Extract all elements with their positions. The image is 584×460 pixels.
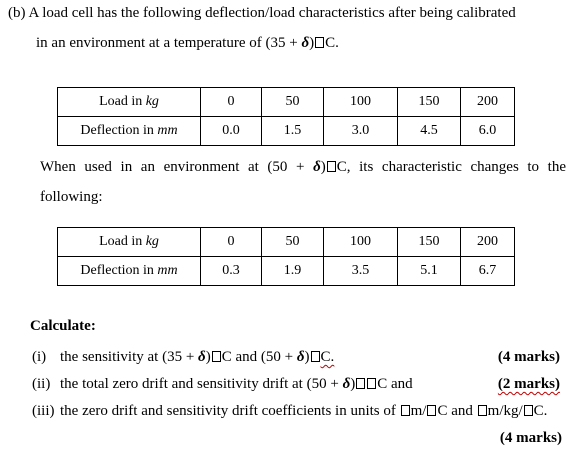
table-cell: 200 bbox=[460, 227, 515, 257]
question-number: (ii) bbox=[32, 376, 51, 392]
table-cell: 3.5 bbox=[323, 256, 398, 286]
calibration-table-50: Load in kg 0 50 100 150 200 Deflection i… bbox=[57, 227, 515, 286]
load-header: Load in kg bbox=[57, 87, 201, 117]
calculate-heading: Calculate: bbox=[30, 318, 96, 334]
intro-line-1: (b) A load cell has the following deflec… bbox=[8, 4, 516, 22]
table-cell: 5.1 bbox=[397, 256, 461, 286]
missing-glyph-icon bbox=[477, 405, 487, 416]
deflection-header: Deflection in mm bbox=[57, 116, 201, 146]
table-row-load: Load in kg 0 50 100 150 200 bbox=[57, 227, 515, 257]
table-cell: 1.5 bbox=[261, 116, 324, 146]
table-cell: 4.5 bbox=[397, 116, 461, 146]
question-i: (i) the sensitivity at (35 + δ) C and (50… bbox=[32, 349, 560, 365]
table-cell: 200 bbox=[460, 87, 515, 117]
marks-label: (4 marks) bbox=[497, 349, 560, 365]
missing-glyph-icon bbox=[523, 405, 533, 416]
table-cell: 0.0 bbox=[200, 116, 262, 146]
table-cell: 50 bbox=[261, 87, 324, 117]
table-cell: 100 bbox=[323, 227, 398, 257]
load-header: Load in kg bbox=[57, 227, 201, 257]
table-row-deflection: Deflection in mm 0.3 1.9 3.5 5.1 6.7 bbox=[57, 256, 515, 286]
missing-glyph-icon bbox=[326, 161, 336, 172]
table-cell: 150 bbox=[397, 227, 461, 257]
table-cell: 6.7 bbox=[460, 256, 515, 286]
question-ii: (ii) the total zero drift and sensitivit… bbox=[32, 376, 560, 392]
part-label: (b) bbox=[8, 5, 26, 21]
table-cell: 1.9 bbox=[261, 256, 324, 286]
missing-glyph-icon bbox=[211, 351, 221, 362]
calibration-table-35: Load in kg 0 50 100 150 200 Deflection i… bbox=[57, 87, 515, 146]
table-cell: 0 bbox=[200, 227, 262, 257]
table-cell: 150 bbox=[397, 87, 461, 117]
table-cell: 3.0 bbox=[323, 116, 398, 146]
marks-label: (2 marks) bbox=[497, 376, 560, 392]
table-cell: 0.3 bbox=[200, 256, 262, 286]
missing-glyph-icon bbox=[400, 405, 410, 416]
condition-paragraph: When used in an environment at (50 + δ) C… bbox=[40, 159, 566, 205]
missing-glyph-icon bbox=[427, 405, 437, 416]
table-cell: 50 bbox=[261, 227, 324, 257]
table-row-deflection: Deflection in mm 0.0 1.5 3.0 4.5 6.0 bbox=[57, 116, 515, 146]
missing-glyph-icon bbox=[315, 37, 325, 48]
marks-label: (4 marks) bbox=[499, 430, 562, 446]
table-cell: 6.0 bbox=[460, 116, 515, 146]
intro-text: A load cell has the following deflection… bbox=[28, 5, 516, 21]
question-number: (iii) bbox=[32, 403, 55, 419]
missing-glyph-icon bbox=[310, 351, 320, 362]
missing-glyph-icon bbox=[356, 378, 366, 389]
question-number: (i) bbox=[32, 349, 47, 365]
table-row-load: Load in kg 0 50 100 150 200 bbox=[57, 87, 515, 117]
deflection-header: Deflection in mm bbox=[57, 256, 201, 286]
table-cell: 100 bbox=[323, 87, 398, 117]
missing-glyph-icon bbox=[367, 378, 377, 389]
question-iii: (iii) the zero drift and sensitivity dri… bbox=[32, 403, 548, 419]
intro-line-2: in an environment at a temperature of (3… bbox=[36, 35, 339, 51]
table-cell: 0 bbox=[200, 87, 262, 117]
